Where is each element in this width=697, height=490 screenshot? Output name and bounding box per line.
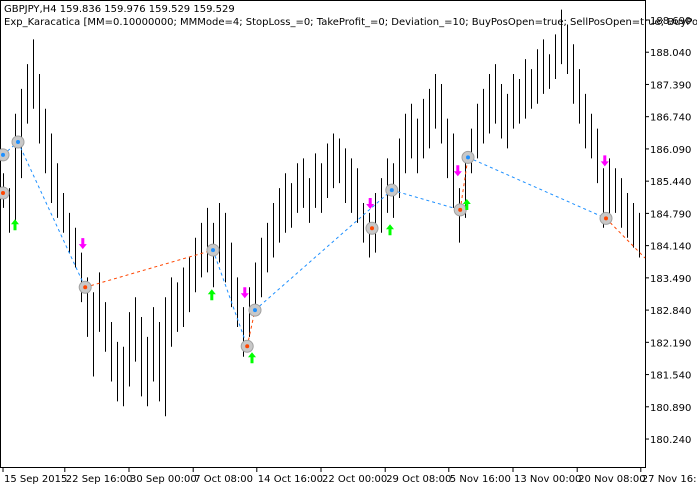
x-tick-label: 27 Nov 16:00 — [642, 474, 697, 485]
y-tick-label: 188.040 — [650, 48, 691, 59]
y-tick-label: 185.440 — [650, 177, 691, 188]
x-tick-label: 14 Oct 16:00 — [258, 474, 323, 485]
x-tick-label: 7 Oct 08:00 — [194, 474, 253, 485]
sell-arrow — [240, 287, 249, 299]
x-tick-label: 13 Nov 00:00 — [514, 474, 581, 485]
y-tick-label: 186.090 — [650, 145, 691, 156]
x-tick-label: 5 Nov 16:00 — [450, 474, 511, 485]
signal-dot — [83, 285, 88, 290]
zigzag-segment — [467, 156, 607, 219]
y-tick-label: 181.540 — [650, 371, 691, 382]
signal-dot — [1, 191, 5, 196]
chart-title: GBPJPY,H4 159.836 159.976 159.529 159.52… — [4, 4, 235, 15]
y-tick-label: 186.740 — [650, 113, 691, 124]
signal-dot — [1, 152, 5, 157]
sell-arrow — [78, 238, 87, 250]
buy-arrow — [386, 224, 394, 236]
x-tick-label: 30 Sep 00:00 — [130, 474, 197, 485]
chart-subtitle: Exp_Karacatica [MM=0.10000000; MMMode=4;… — [4, 17, 697, 28]
sell-arrow — [453, 165, 462, 177]
signal-dot — [211, 248, 215, 253]
y-tick-label: 184.140 — [650, 242, 691, 253]
signal-dot — [458, 207, 463, 212]
buy-arrow — [207, 289, 216, 301]
sell-arrow — [366, 197, 375, 209]
signal-dot — [466, 155, 470, 160]
y-tick-label: 180.240 — [650, 435, 691, 446]
sell-arrow — [600, 155, 609, 167]
buy-arrow — [11, 219, 19, 231]
zigzag-segment — [459, 157, 469, 210]
signal-dot — [604, 216, 608, 221]
plot-frame — [0, 0, 646, 468]
y-tick-label: 182.190 — [650, 338, 691, 349]
y-tick-label: 187.390 — [650, 80, 691, 91]
x-tick-label: 29 Oct 08:00 — [386, 474, 451, 485]
signal-dot — [245, 344, 250, 349]
signal-dot — [253, 308, 257, 313]
x-tick-label: 22 Sep 16:00 — [66, 474, 133, 485]
y-tick-label: 180.890 — [650, 403, 691, 414]
zigzag-segment — [17, 141, 86, 288]
buy-arrow — [248, 352, 256, 364]
zigzag-segment — [85, 249, 214, 288]
y-tick-label: 183.490 — [650, 274, 691, 285]
signal-dot — [389, 188, 394, 193]
y-tick-label: 188.690 — [650, 16, 691, 27]
y-tick-label: 184.790 — [650, 209, 691, 220]
signal-dot — [16, 139, 20, 144]
x-tick-label: 20 Nov 08:00 — [578, 474, 645, 485]
y-tick-label: 182.840 — [650, 306, 691, 317]
buy-arrow — [462, 198, 471, 210]
x-tick-label: 22 Oct 00:00 — [322, 474, 387, 485]
zigzag-segment — [212, 249, 248, 347]
x-tick-label: 15 Sep 2015 — [4, 474, 67, 485]
signal-dot — [370, 226, 374, 231]
zigzag-segment — [254, 189, 393, 311]
